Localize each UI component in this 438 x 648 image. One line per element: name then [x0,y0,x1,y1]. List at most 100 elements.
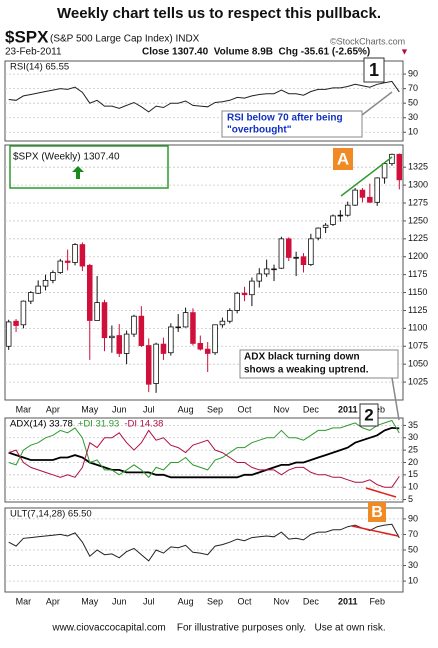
x-tick-label: Oct [238,404,253,414]
marker-box [363,57,385,83]
y-tick-label: 90 [408,513,418,523]
y-tick-label: 50 [408,544,418,554]
panel-frame [4,144,404,401]
candle-body [330,215,336,225]
y-tick-label: 30 [408,112,418,122]
candle-body [352,189,358,206]
y-tick-label: 1325 [408,162,428,172]
candle-body [116,335,122,354]
candle-body [374,177,380,203]
legend-box [9,145,169,189]
legend-entry: +DI 31.93 [78,419,119,430]
candle-body [241,292,248,296]
x-tick-label: Jun [112,404,127,414]
y-tick-label: 5 [408,494,413,504]
candle-body [168,326,174,354]
y-tick-label: 1200 [408,251,428,261]
marker-box [368,502,386,522]
candle-body [315,227,321,239]
candle-body [249,280,255,296]
marker-box [359,403,379,427]
panel-title: ULT(7,14,28) 65.50 [10,509,92,520]
candle-body [286,238,292,258]
candle-body [256,273,263,282]
y-tick-label: 30 [408,560,418,570]
x-tick-label: Apr [46,404,60,414]
x-tick-label: Sep [207,596,223,606]
panel-frame [4,417,404,503]
y-tick-label: 10 [408,127,418,137]
candle-body [234,292,240,311]
candle-body [344,204,351,216]
candle-body [182,312,189,328]
candle-body [271,268,277,271]
credit: ©StockCharts.com [330,36,405,46]
candle-body [153,343,159,384]
candle-body [109,335,115,339]
symbol: $SPX [5,27,49,46]
note-line: ADX black turning down [244,352,360,363]
legend-entry: ADX(14) 33.78 [10,419,73,430]
x-tick-label: Sep [207,404,223,414]
candle-body [145,345,152,385]
candle-body [94,302,100,321]
up-arrow [72,166,84,179]
pointer [361,91,393,116]
candle-body [227,310,233,322]
indicator-line [8,429,400,488]
candle-body [204,348,211,354]
stats: Close 1307.40 Volume 8.9B Chg -35.61 (-2… [142,47,370,58]
note-box [221,110,363,138]
y-tick-label: 50 [408,98,418,108]
pointer [391,377,400,421]
candle-body [278,238,285,269]
candle-body [263,268,270,275]
red-line [365,487,397,498]
y-tick-label: 1025 [408,376,428,386]
candle-body [123,333,130,354]
candle-body [381,163,388,179]
legend-label: $SPX (Weekly) 1307.40 [13,152,120,163]
candle-body [57,260,64,273]
x-tick-label: Aug [178,404,194,414]
x-tick-label: Aug [178,596,194,606]
x-tick-label: May [81,596,99,606]
candle-body [359,189,366,198]
y-tick-label: 35 [408,420,418,430]
y-tick-label: 25 [408,444,418,454]
down-arrow-glyph: ▼ [400,46,409,56]
marker-box [333,148,353,170]
note-line: shows a weaking uptrend. [244,365,369,376]
y-tick-label: 70 [408,83,418,93]
candle-body [28,292,34,302]
marker: B [371,504,383,521]
x-tick-label: 2011 [338,404,358,414]
y-tick-label: 1300 [408,179,428,189]
candle-body [64,260,71,263]
candle-body [212,324,218,354]
candle-body [131,315,137,335]
candle-body [160,343,167,354]
candle-body [322,224,329,228]
y-tick-label: 1175 [408,269,427,279]
x-tick-label: Dec [303,404,320,414]
x-tick-label: 2011 [338,596,358,606]
date: 23-Feb-2011 [5,47,62,58]
y-tick-label: 1075 [408,341,428,351]
indicator-line [8,419,400,479]
indicator-line [8,426,400,479]
candle-body [396,153,403,181]
candle-body [101,302,108,339]
x-tick-label: Mar [16,404,32,414]
indicator-line [8,523,400,562]
candle-body [20,300,27,326]
note-line: "overbought" [227,125,292,136]
candle-body [175,326,181,329]
y-tick-label: 10 [408,575,418,585]
candle-body [308,238,314,266]
x-tick-label: Feb [369,596,385,606]
x-tick-label: Jul [143,596,155,606]
y-tick-label: 1225 [408,233,428,243]
